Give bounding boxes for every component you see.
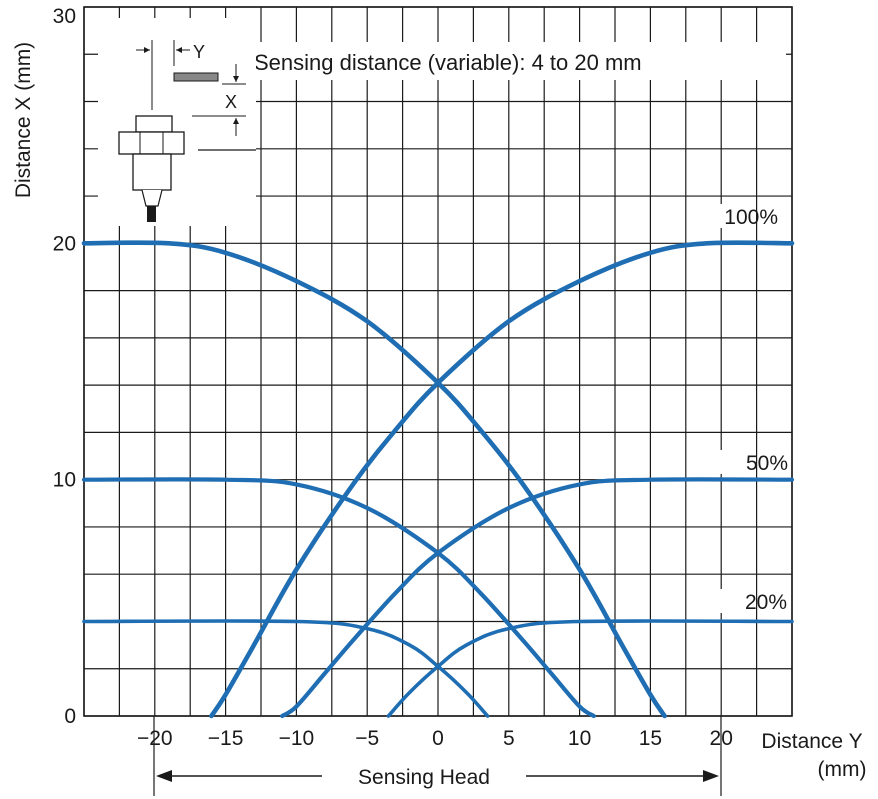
grid [83,6,793,717]
plot-frame [83,6,793,717]
svg-text:Y: Y [193,42,205,62]
arrow-left-icon [156,770,172,782]
x-tick-label: 15 [639,727,662,750]
series-curve-20pct-a [82,619,490,718]
series-label-bg [709,589,753,613]
series-label: 20% [745,591,787,614]
series-curve-50pct-a [81,477,596,719]
note-background [246,42,786,80]
sensing-head-annotation: Sensing Head [153,716,722,796]
x-tick-label: −10 [279,727,315,750]
y-tick-label: 10 [53,469,76,492]
series-curve-100pct-b [209,240,795,719]
series-label: 100% [724,206,778,229]
y-tick-label: 20 [53,232,76,255]
chart-note: Sensing distance (variable): 4 to 20 mm [254,50,642,75]
x-tick-label: 0 [432,727,444,750]
arrow-right-icon [703,770,719,782]
series-label: 50% [746,452,788,475]
series-curve-20pct-b [386,619,794,718]
y-tick-label: 0 [64,705,76,728]
curves: 100% 50% 20% [81,204,795,719]
sensing-head-label: Sensing Head [358,766,490,789]
y-axis-label: Distance X (mm) [12,42,35,198]
series-label-bg [700,204,744,228]
x-tick-label: −5 [355,727,379,750]
series-label-bg [710,450,754,474]
x-tick-label: −15 [208,727,244,750]
series-curve-100pct-a [81,240,667,719]
x-axis-label: Distance Y [761,730,862,753]
x-tick-label: −20 [137,727,173,750]
x-tick-label: 10 [568,727,591,750]
series-curve-50pct-b [280,477,795,719]
x-tick-label: 5 [503,727,515,750]
svg-text:X: X [225,92,237,112]
sensor-diagram-icon: Y X [98,18,256,226]
x-axis-unit: (mm) [818,758,867,781]
y-tick-label: 30 [53,5,76,28]
